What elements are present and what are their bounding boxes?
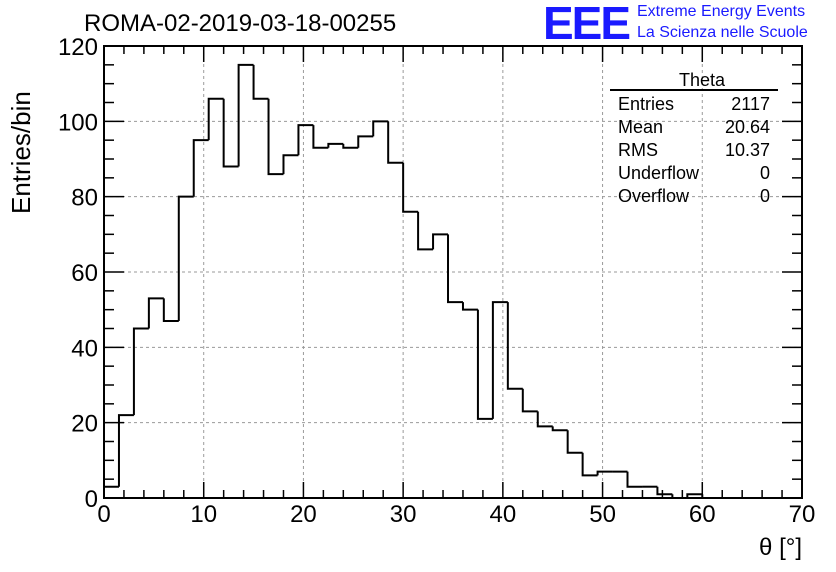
x-tick-label: 30: [390, 501, 417, 528]
y-tick-label: 20: [71, 411, 98, 438]
org-name-line2: La Scienza nelle Scuole: [637, 24, 808, 41]
histogram-bin: [132, 327, 149, 416]
y-tick-label: 100: [58, 109, 98, 136]
histogram-bin: [312, 125, 329, 149]
x-axis-label: θ [°]: [759, 534, 802, 561]
histogram-bin: [357, 135, 374, 148]
stats-value: 2117: [731, 94, 770, 114]
histogram-bin: [402, 162, 419, 213]
x-tick-label: 70: [789, 501, 816, 528]
histogram-bin: [476, 309, 493, 420]
histogram-bin: [461, 302, 478, 311]
histogram-bin: [162, 298, 179, 322]
histogram-bin: [117, 414, 134, 487]
histogram-bin: [297, 124, 314, 156]
y-tick-label: 0: [85, 486, 98, 513]
x-tick-label: 10: [190, 501, 217, 528]
histogram-bin: [626, 471, 643, 488]
histogram-bin: [282, 154, 299, 175]
stats-label: Overflow: [618, 186, 690, 206]
histogram-bin: [267, 98, 284, 176]
stats-value: 0: [760, 163, 770, 183]
histogram-bin: [387, 121, 404, 164]
histogram-bin: [581, 452, 598, 477]
y-axis-label: Entries/bin: [6, 91, 36, 214]
histogram-bin: [342, 143, 359, 149]
x-tick-label: 40: [490, 501, 517, 528]
histogram-bin: [372, 120, 389, 137]
histogram-bin: [521, 388, 538, 413]
histogram-bin: [103, 485, 119, 498]
histogram-bin: [417, 211, 434, 251]
x-tick-label: 60: [689, 501, 716, 528]
stats-label: Underflow: [618, 163, 700, 183]
eee-logo: EEE: [543, 0, 631, 49]
stats-label: RMS: [618, 140, 658, 160]
stats-value: 0: [760, 186, 770, 206]
x-tick-label: 20: [290, 501, 317, 528]
histogram-bin: [686, 493, 703, 498]
histogram-bin: [147, 297, 164, 329]
stats-label: Mean: [618, 117, 663, 137]
histogram-bin: [551, 426, 568, 432]
stats-title: Theta: [679, 70, 726, 90]
x-tick-label: 0: [97, 501, 110, 528]
histogram-bins: [103, 63, 704, 499]
histogram-bin: [506, 302, 523, 390]
histogram-bin: [656, 486, 673, 496]
histogram-bin: [192, 139, 209, 197]
histogram-bin: [536, 411, 553, 428]
histogram-bin: [491, 301, 508, 419]
org-name-line1: Extreme Energy Events: [637, 3, 806, 20]
y-tick-label: 40: [71, 335, 98, 362]
stats-value: 10.37: [725, 140, 770, 160]
histogram-bin: [252, 64, 269, 100]
histogram-bin: [566, 430, 583, 454]
run-title: ROMA-02-2019-03-18-00255: [84, 10, 397, 37]
x-tick-label: 50: [589, 501, 616, 528]
histogram-bin: [177, 195, 194, 321]
y-tick-label: 80: [71, 185, 98, 212]
stats-value: 20.64: [725, 117, 770, 137]
histogram-bin: [237, 63, 254, 167]
stats-label: Entries: [618, 94, 674, 114]
histogram-bin: [327, 142, 344, 148]
histogram-bin: [207, 97, 224, 141]
y-tick-label: 120: [58, 34, 98, 61]
histogram-bin: [222, 98, 239, 168]
y-tick-label: 60: [71, 260, 98, 287]
histogram-bin: [432, 233, 449, 250]
histogram-bin: [596, 470, 613, 476]
histogram-bin: [447, 234, 463, 304]
